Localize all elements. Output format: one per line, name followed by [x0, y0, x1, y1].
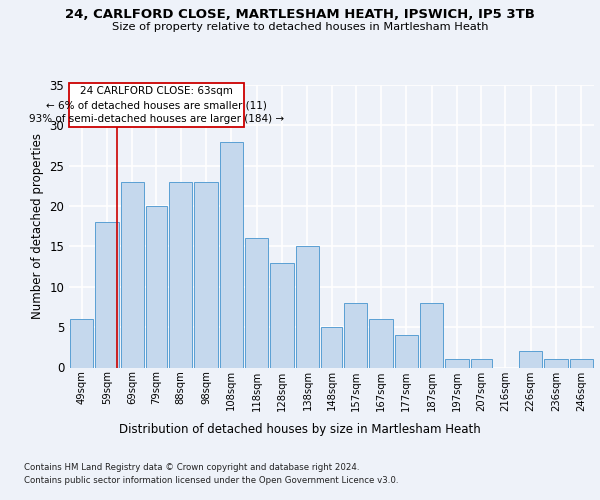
Bar	[344, 303, 367, 368]
Bar	[544, 360, 568, 368]
Bar	[569, 360, 593, 368]
Text: 24 CARLFORD CLOSE: 63sqm
← 6% of detached houses are smaller (11)
93% of semi-de: 24 CARLFORD CLOSE: 63sqm ← 6% of detache…	[29, 86, 284, 124]
Bar	[420, 303, 443, 368]
Bar	[445, 360, 469, 368]
Text: 24, CARLFORD CLOSE, MARTLESHAM HEATH, IPSWICH, IP5 3TB: 24, CARLFORD CLOSE, MARTLESHAM HEATH, IP…	[65, 8, 535, 20]
Bar	[296, 246, 319, 368]
Bar	[471, 360, 491, 368]
FancyBboxPatch shape	[69, 84, 244, 127]
Text: Size of property relative to detached houses in Martlesham Heath: Size of property relative to detached ho…	[112, 22, 488, 32]
Bar	[271, 262, 294, 368]
Bar	[369, 319, 392, 368]
Bar	[70, 319, 94, 368]
Bar	[121, 182, 144, 368]
Bar	[95, 222, 119, 368]
Bar	[194, 182, 218, 368]
Text: Contains HM Land Registry data © Crown copyright and database right 2024.: Contains HM Land Registry data © Crown c…	[24, 462, 359, 471]
Bar	[220, 142, 243, 368]
Bar	[321, 327, 342, 368]
Text: Distribution of detached houses by size in Martlesham Heath: Distribution of detached houses by size …	[119, 422, 481, 436]
Y-axis label: Number of detached properties: Number of detached properties	[31, 133, 44, 320]
Bar	[519, 352, 542, 368]
Bar	[169, 182, 192, 368]
Bar	[146, 206, 167, 368]
Text: Contains public sector information licensed under the Open Government Licence v3: Contains public sector information licen…	[24, 476, 398, 485]
Bar	[395, 335, 418, 368]
Bar	[245, 238, 268, 368]
